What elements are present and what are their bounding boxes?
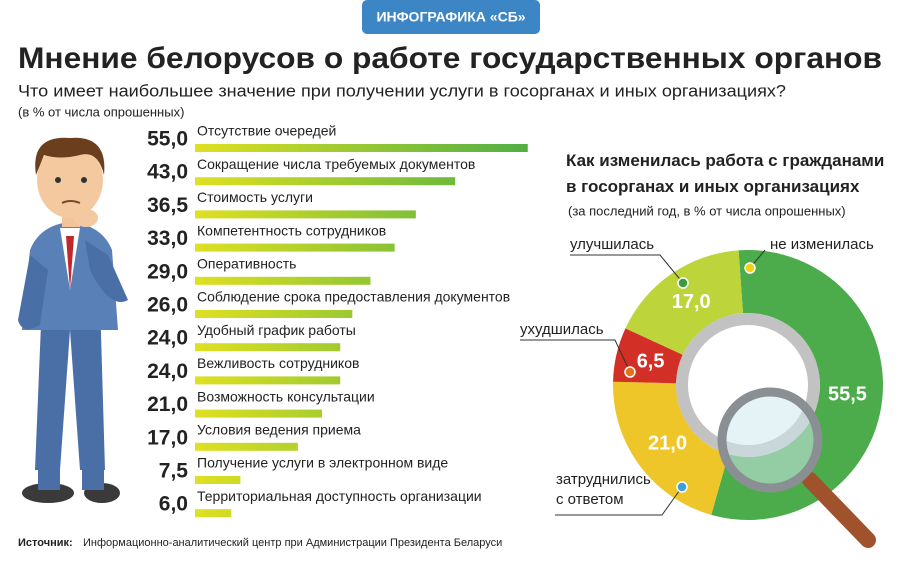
value-label: 24,0 [147, 327, 188, 350]
value-label: 43,0 [147, 161, 188, 184]
source-text: Информационно-аналитический центр при Ад… [83, 537, 502, 549]
bar [195, 442, 298, 451]
badge: ИНФОГРАФИКА «СБ» [376, 9, 525, 25]
slice-value-label: 55,5 [828, 384, 867, 406]
legend-label: затруднились с ответом [556, 471, 651, 508]
category-label: Соблюдение срока предоставления документ… [197, 289, 510, 305]
value-label: 24,0 [147, 360, 188, 383]
main-title: Мнение белорусов о работе государственны… [18, 42, 882, 75]
value-label: 7,5 [159, 460, 189, 483]
pie-title: Как изменилась работа с гражданами в гос… [566, 151, 885, 196]
bar [195, 310, 353, 318]
category-label: Условия ведения приема [197, 422, 361, 438]
category-label: Оперативность [197, 256, 296, 272]
value-label: 36,5 [147, 194, 188, 217]
bar [195, 409, 323, 418]
bar [195, 210, 416, 219]
bar [195, 509, 232, 518]
bar [195, 276, 371, 285]
legend-dot [676, 481, 688, 493]
leader-line [555, 486, 683, 516]
value-label: 29,0 [147, 260, 188, 283]
slice-value-label: 21,0 [648, 433, 687, 455]
value-label: 55,0 [147, 128, 188, 151]
pie-slice [625, 250, 743, 355]
bar [195, 476, 241, 484]
bar-title: Что имеет наибольшее значение при получе… [18, 81, 786, 100]
category-label: Сокращение числа требуемых документов [197, 156, 475, 172]
magnifier [717, 387, 876, 548]
pie-title-box: Как изменилась работа с гражданами в гос… [566, 151, 885, 196]
leader-line [570, 254, 684, 284]
category-label: Вежливость сотрудников [197, 355, 359, 371]
bar-subtitle: (в % от числа опрошенных) [18, 104, 184, 119]
legend-dot [624, 366, 636, 378]
legend-label: не изменилась [770, 236, 874, 253]
bar [195, 243, 395, 252]
value-label: 17,0 [147, 426, 188, 449]
slice-value-label: 17,0 [672, 291, 711, 313]
slice-value-label: 6,5 [637, 351, 665, 373]
value-label: 21,0 [147, 393, 188, 416]
legend-label: ухудшилась [520, 321, 604, 338]
category-label: Отсутствие очередей [197, 123, 336, 139]
man-illustration [18, 137, 128, 503]
pie-slice [711, 250, 883, 520]
value-label: 26,0 [147, 294, 188, 317]
category-label: Получение услуги в электронном виде [197, 455, 448, 471]
category-label: Возможность консультации [197, 388, 375, 404]
category-label: Стоимость услуги [197, 189, 313, 205]
bar [195, 144, 528, 152]
value-label: 33,0 [147, 227, 188, 250]
badge-bg [362, 0, 540, 34]
pie-slice [613, 381, 729, 515]
category-label: Территориальная доступность организации [197, 488, 482, 504]
bar [195, 177, 456, 186]
source-label: Источник: [18, 537, 73, 549]
bar [195, 343, 341, 352]
category-label: Удобный график работы [197, 322, 356, 338]
value-label: 6,0 [159, 493, 188, 516]
pie-subtitle: (за последний год, в % от числа опрошенн… [568, 203, 846, 218]
bar [195, 376, 341, 385]
legend-dot [677, 277, 689, 289]
legend-dot [744, 262, 756, 274]
leader-line [520, 339, 631, 373]
legend-label-box: затруднились с ответом [556, 471, 651, 508]
legend-label: улучшилась [570, 236, 654, 253]
category-label: Компетентность сотрудников [197, 222, 386, 238]
